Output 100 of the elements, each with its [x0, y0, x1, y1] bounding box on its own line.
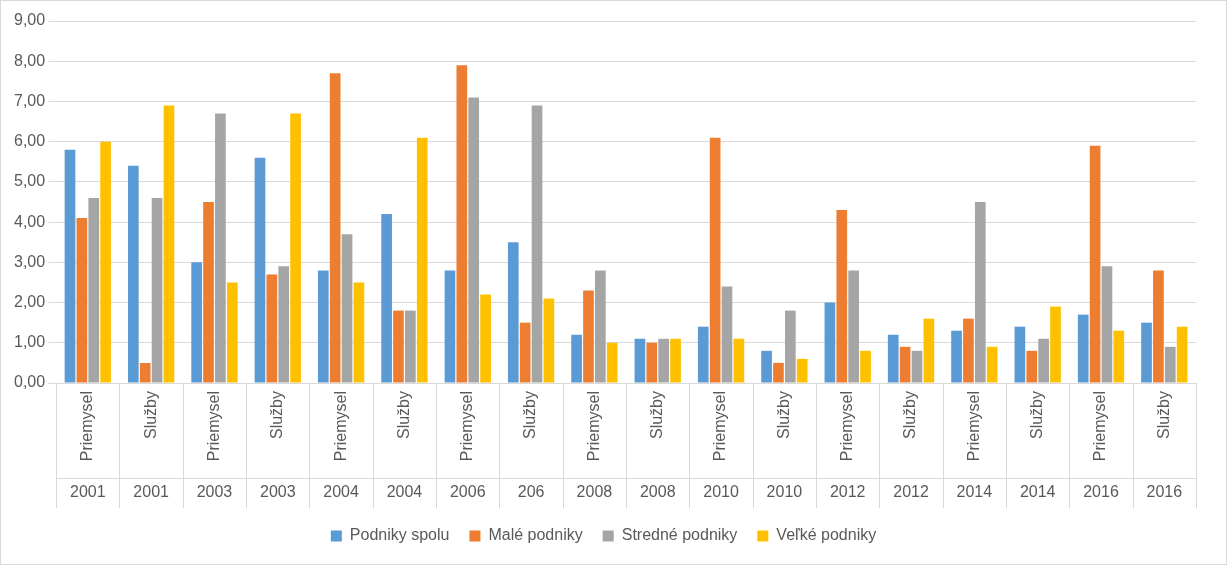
bar [1176, 326, 1188, 383]
bar [1014, 326, 1026, 383]
bar [1089, 145, 1101, 383]
bar [266, 274, 278, 383]
category-label: Priemysel 2001 [70, 391, 106, 501]
y-tick-label: 7,00 [14, 91, 46, 109]
category-label: Priemysel 2006 [449, 391, 486, 501]
legend-label: Podniky spolu [349, 526, 450, 544]
bar [784, 310, 796, 383]
bar [709, 137, 721, 383]
bar [329, 73, 341, 383]
category-label: Služby 2008 [639, 391, 676, 501]
bar [887, 334, 899, 383]
bar [911, 350, 923, 383]
bar [531, 105, 543, 383]
bar [507, 242, 519, 383]
y-tick-label: 0,00 [14, 373, 46, 391]
category-label: Služby 2014 [1019, 391, 1056, 501]
bar [341, 234, 353, 383]
bar [899, 346, 911, 383]
bar [468, 97, 480, 383]
bar [658, 338, 670, 383]
category-label: Služby 206 [517, 391, 545, 501]
bar [773, 362, 784, 383]
category-label: Služby 2012 [893, 391, 929, 501]
y-tick-label: 9,00 [14, 11, 46, 29]
bar [76, 218, 88, 383]
bar [646, 342, 658, 383]
category-label: Priemysel 2012 [829, 391, 866, 501]
bar [226, 282, 238, 383]
bar [393, 310, 404, 383]
bar [1050, 306, 1061, 383]
bar [405, 310, 416, 383]
bar [824, 302, 836, 383]
bar [606, 342, 618, 383]
category-label: Služby 2010 [766, 391, 803, 501]
category-label: Priemysel 2008 [576, 391, 613, 501]
y-tick-label: 5,00 [14, 172, 46, 190]
bar [456, 65, 468, 383]
bar [595, 270, 606, 383]
bar [1141, 322, 1152, 383]
bar [215, 113, 226, 383]
y-tick-label: 6,00 [14, 132, 46, 150]
category-label: Služby 2003 [259, 391, 296, 501]
bar [923, 318, 935, 383]
category-label: Priemysel 2004 [323, 391, 359, 501]
category-label: Priemysel 2016 [1083, 391, 1119, 501]
bar [381, 214, 392, 383]
bar [127, 165, 139, 383]
bar [1164, 346, 1176, 383]
bar [860, 350, 871, 383]
y-tick-label: 2,00 [14, 292, 46, 310]
bar [1113, 330, 1125, 383]
bar [151, 197, 163, 383]
bar [974, 202, 986, 383]
bar [416, 137, 428, 383]
bar [670, 338, 681, 383]
bar [100, 141, 111, 383]
category-label: Služby 2004 [386, 391, 423, 501]
bar [761, 350, 772, 383]
bar [951, 330, 962, 383]
bar [64, 149, 76, 383]
bar [191, 262, 202, 383]
bar [733, 338, 745, 383]
bar [278, 266, 290, 383]
bar [963, 318, 974, 383]
bar [480, 294, 491, 383]
bar [986, 346, 998, 383]
bar [290, 113, 301, 383]
category-label: Priemysel 2003 [196, 391, 233, 501]
bar [139, 362, 151, 383]
bar [848, 270, 859, 383]
category-label: Priemysel 2014 [956, 391, 993, 501]
bar [571, 334, 582, 383]
legend-label: Stredné podniky [621, 526, 738, 544]
bar [203, 202, 214, 383]
bar [1077, 314, 1089, 383]
bar [796, 358, 808, 383]
bar [721, 286, 733, 383]
bar [634, 338, 646, 383]
bar [163, 105, 175, 383]
bar [317, 270, 329, 383]
legend-label: Malé podniky [488, 526, 583, 544]
bar [444, 270, 456, 383]
category-label: Služby 2001 [133, 391, 169, 501]
bar [88, 197, 100, 383]
bar [1026, 350, 1038, 383]
bar [697, 326, 709, 383]
y-tick-label: 8,00 [14, 51, 46, 69]
bar [1101, 266, 1113, 383]
y-tick-label: 1,00 [14, 333, 46, 351]
bar [254, 157, 266, 383]
bar [1038, 338, 1049, 383]
bar [836, 210, 848, 383]
bar [543, 298, 555, 383]
bar [1153, 270, 1164, 383]
y-tick-label: 3,00 [14, 252, 46, 270]
y-tick-label: 4,00 [14, 212, 46, 230]
bar [583, 290, 594, 383]
category-label: Priemysel 2010 [703, 391, 739, 501]
